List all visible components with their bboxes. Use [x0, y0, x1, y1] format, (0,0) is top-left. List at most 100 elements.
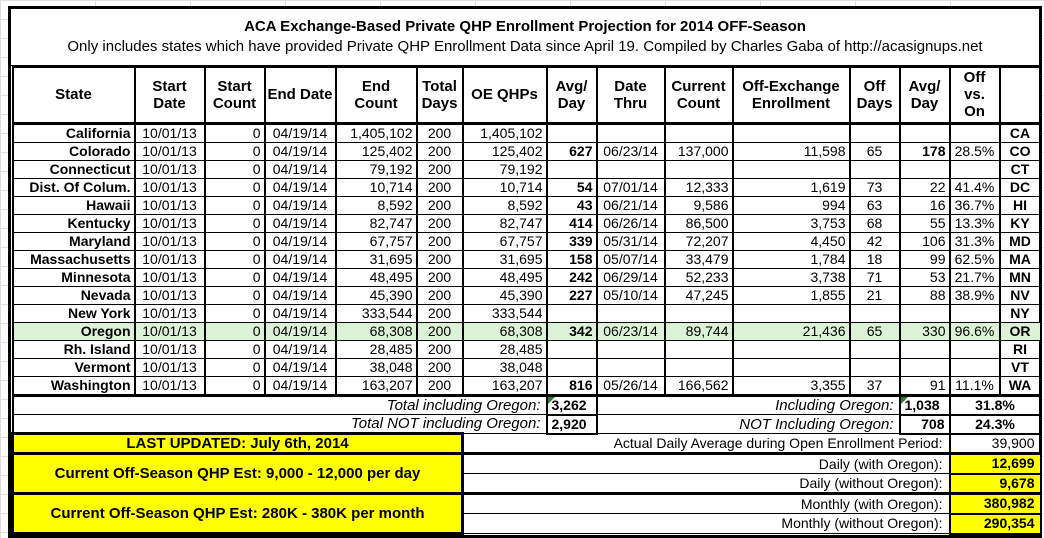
cell-start-date[interactable]: 10/01/13 — [133, 375, 206, 397]
cell-state[interactable]: Kentucky — [11, 213, 136, 233]
stat-value-oe-average[interactable]: 39,900 — [948, 432, 1042, 455]
cell-off-avg-day[interactable]: 22 — [898, 177, 951, 197]
cell-date-thru[interactable] — [595, 122, 666, 143]
cell-current-count[interactable] — [663, 339, 734, 359]
cell-state[interactable]: Hawaii — [11, 195, 136, 215]
cell-abbr[interactable]: MN — [998, 267, 1042, 287]
cell-off-days[interactable]: 73 — [848, 177, 901, 197]
col-header-oe-qhps[interactable]: OE QHPs — [461, 66, 548, 125]
last-updated-box[interactable]: LAST UPDATED: July 6th, 2014 — [11, 432, 464, 455]
cell-start-count[interactable]: 0 — [203, 213, 266, 233]
cell-total-days[interactable]: 200 — [415, 249, 464, 269]
stat-label-daily-with-oregon[interactable]: Daily (with Oregon): — [461, 452, 951, 474]
cell-avg-day[interactable] — [545, 159, 598, 179]
cell-state[interactable]: Dist. Of Colum. — [11, 177, 136, 197]
cell-total-days[interactable]: 200 — [415, 321, 464, 341]
off-including-value[interactable]: 1,038 — [898, 394, 951, 416]
cell-avg-day[interactable]: 339 — [545, 231, 598, 251]
stat-value-daily-without-oregon[interactable]: 9,678 — [948, 472, 1042, 495]
cell-current-count[interactable] — [663, 122, 734, 143]
cell-off-avg-day[interactable]: 16 — [898, 195, 951, 215]
cell-oe-qhps[interactable]: 28,485 — [461, 339, 548, 359]
cell-off-exchange[interactable]: 3,355 — [731, 375, 851, 397]
cell-start-date[interactable]: 10/01/13 — [133, 303, 206, 323]
cell-current-count[interactable]: 33,479 — [663, 249, 734, 269]
cell-date-thru[interactable]: 05/10/14 — [595, 285, 666, 305]
cell-oe-qhps[interactable]: 1,405,102 — [461, 122, 548, 143]
cell-avg-day[interactable] — [545, 303, 598, 323]
cell-date-thru[interactable] — [595, 339, 666, 359]
cell-abbr[interactable]: VT — [998, 357, 1042, 377]
cell-start-date[interactable]: 10/01/13 — [133, 141, 206, 161]
cell-start-date[interactable]: 10/01/13 — [133, 285, 206, 305]
cell-avg-day[interactable]: 227 — [545, 285, 598, 305]
cell-off-avg-day[interactable] — [898, 339, 951, 359]
cell-off-vs-on[interactable]: 11.1% — [948, 375, 1001, 397]
cell-end-count[interactable]: 333,544 — [334, 303, 418, 323]
cell-off-avg-day[interactable] — [898, 303, 951, 323]
cell-avg-day[interactable] — [545, 122, 598, 143]
cell-off-vs-on[interactable]: 36.7% — [948, 195, 1001, 215]
cell-oe-qhps[interactable]: 48,495 — [461, 267, 548, 287]
cell-off-days[interactable] — [848, 303, 901, 323]
cell-off-vs-on[interactable]: 21.7% — [948, 267, 1001, 287]
cell-total-days[interactable]: 200 — [415, 122, 464, 143]
cell-off-avg-day[interactable]: 106 — [898, 231, 951, 251]
cell-abbr[interactable]: NY — [998, 303, 1042, 323]
cell-oe-qhps[interactable]: 45,390 — [461, 285, 548, 305]
cell-off-vs-on[interactable]: 41.4% — [948, 177, 1001, 197]
total-not-including-label[interactable]: Total NOT including Oregon: — [11, 414, 548, 434]
cell-off-vs-on[interactable]: 62.5% — [948, 249, 1001, 269]
cell-end-count[interactable]: 1,405,102 — [334, 122, 418, 143]
cell-current-count[interactable]: 86,500 — [663, 213, 734, 233]
cell-end-date[interactable]: 04/19/14 — [263, 249, 337, 269]
cell-off-exchange[interactable]: 3,753 — [731, 213, 851, 233]
cell-off-avg-day[interactable] — [898, 159, 951, 179]
cell-current-count[interactable]: 12,333 — [663, 177, 734, 197]
cell-oe-qhps[interactable]: 333,544 — [461, 303, 548, 323]
cell-start-count[interactable]: 0 — [203, 375, 266, 397]
cell-current-count[interactable]: 166,562 — [663, 375, 734, 397]
cell-start-date[interactable]: 10/01/13 — [133, 267, 206, 287]
stat-value-daily-with-oregon[interactable]: 12,699 — [948, 452, 1042, 475]
cell-end-date[interactable]: 04/19/14 — [263, 122, 337, 143]
cell-end-date[interactable]: 04/19/14 — [263, 195, 337, 215]
cell-date-thru[interactable]: 05/26/14 — [595, 375, 666, 397]
cell-end-date[interactable]: 04/19/14 — [263, 231, 337, 251]
stat-label-monthly-with-oregon[interactable]: Monthly (with Oregon): — [461, 492, 951, 514]
cell-oe-qhps[interactable]: 67,757 — [461, 231, 548, 251]
cell-state[interactable]: California — [11, 122, 136, 143]
cell-date-thru[interactable] — [595, 357, 666, 377]
cell-avg-day[interactable]: 816 — [545, 375, 598, 397]
cell-off-days[interactable]: 18 — [848, 249, 901, 269]
cell-start-date[interactable]: 10/01/13 — [133, 213, 206, 233]
cell-abbr[interactable]: MA — [998, 249, 1042, 269]
cell-abbr[interactable]: MD — [998, 231, 1042, 251]
off-not-including-value[interactable]: 708 — [898, 413, 951, 435]
cell-oe-qhps[interactable]: 68,308 — [461, 321, 548, 341]
cell-start-count[interactable]: 0 — [203, 339, 266, 359]
cell-abbr[interactable]: CO — [998, 141, 1042, 161]
cell-avg-day[interactable]: 54 — [545, 177, 598, 197]
cell-date-thru[interactable] — [595, 303, 666, 323]
cell-oe-qhps[interactable]: 79,192 — [461, 159, 548, 179]
cell-end-count[interactable]: 163,207 — [334, 375, 418, 397]
cell-off-days[interactable]: 68 — [848, 213, 901, 233]
cell-start-date[interactable]: 10/01/13 — [133, 357, 206, 377]
cell-state[interactable]: Rh. Island — [11, 339, 136, 359]
cell-off-exchange[interactable]: 21,436 — [731, 321, 851, 341]
cell-total-days[interactable]: 200 — [415, 357, 464, 377]
cell-avg-day[interactable] — [545, 357, 598, 377]
col-header-end-count[interactable]: End Count — [334, 66, 418, 125]
cell-start-date[interactable]: 10/01/13 — [133, 321, 206, 341]
cell-avg-day[interactable]: 242 — [545, 267, 598, 287]
cell-current-count[interactable]: 52,233 — [663, 267, 734, 287]
col-header-date-thru[interactable]: Date Thru — [595, 66, 666, 125]
cell-end-date[interactable]: 04/19/14 — [263, 141, 337, 161]
cell-state[interactable]: Nevada — [11, 285, 136, 305]
cell-date-thru[interactable]: 05/07/14 — [595, 249, 666, 269]
cell-avg-day[interactable]: 627 — [545, 141, 598, 161]
cell-start-date[interactable]: 10/01/13 — [133, 159, 206, 179]
cell-date-thru[interactable]: 06/26/14 — [595, 213, 666, 233]
cell-off-avg-day[interactable]: 178 — [898, 141, 951, 161]
